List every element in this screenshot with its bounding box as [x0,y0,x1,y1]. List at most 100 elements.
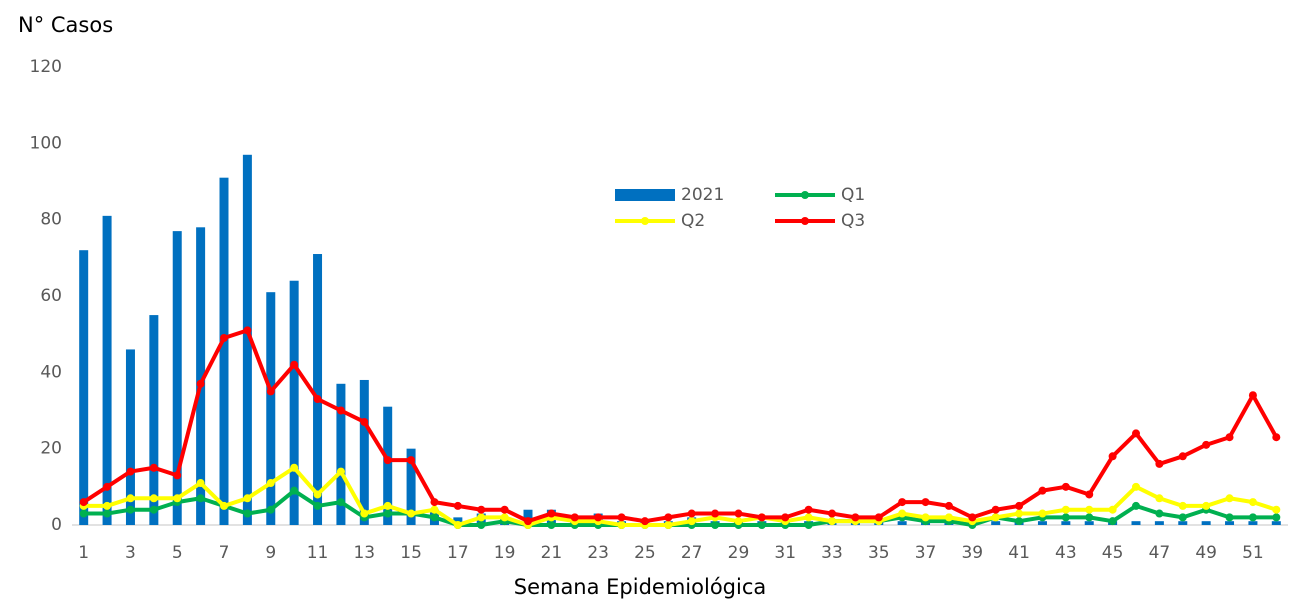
x-tick-label: 39 [961,543,983,563]
marker [430,513,439,522]
y-tick-label: 20 [40,439,62,459]
marker [79,498,88,507]
marker [898,509,907,518]
marker [1272,433,1281,442]
bar [1037,521,1047,525]
marker [336,406,345,415]
bar [266,292,276,525]
bar [1271,521,1281,525]
line [82,328,1279,524]
marker [1178,452,1187,461]
marker [1225,513,1234,522]
marker [1015,517,1024,526]
marker [79,509,88,518]
marker [1108,517,1117,526]
marker [1272,513,1281,522]
x-tick-label: 1 [78,543,89,563]
legend-swatch [641,217,649,225]
marker [1155,459,1164,468]
y-tick-label: 40 [40,362,62,382]
marker [196,479,205,488]
legend-swatch [615,189,675,201]
marker [336,498,345,507]
x-tick-label: 37 [915,543,937,563]
marker [734,509,743,518]
marker [149,494,158,503]
marker [804,505,813,514]
marker [266,505,275,514]
marker [1178,501,1187,510]
bar [406,448,416,525]
marker [828,509,836,518]
marker [430,505,439,514]
bar [359,379,369,525]
marker [220,501,228,510]
marker [1248,513,1257,522]
bar [149,315,159,525]
marker [196,379,205,388]
marker [851,513,860,522]
marker [944,513,953,522]
marker [266,387,275,396]
bar [336,383,346,525]
marker [126,505,135,514]
marker [290,463,299,472]
legend-label: Q3 [841,211,865,231]
legend-swatch [801,191,809,199]
x-tick-label: 25 [634,543,656,563]
marker [336,467,345,476]
bar [219,177,229,525]
marker [1178,513,1187,522]
marker [453,521,462,529]
marker [1132,482,1140,491]
x-tick-label: 13 [353,543,375,563]
marker [991,505,1000,514]
x-tick-label: 27 [681,543,703,563]
marker [1085,505,1094,514]
marker [1248,391,1257,400]
marker [1225,433,1234,442]
marker [1038,486,1047,495]
marker [991,513,1000,522]
x-tick-label: 17 [447,543,469,563]
x-tick-label: 19 [494,543,516,563]
marker [1108,505,1117,514]
y-tick-label: 60 [40,286,62,306]
x-tick-label: 49 [1195,543,1217,563]
legend-swatch [801,217,809,225]
marker [477,513,486,522]
y-axis-label: N° Casos [18,13,113,37]
y-tick-label: 120 [30,57,62,77]
bar [1061,521,1071,525]
marker [290,360,299,369]
x-tick-label: 3 [125,543,136,563]
marker [1155,509,1164,518]
x-tick-label: 11 [307,543,329,563]
marker [687,509,696,518]
marker [383,501,392,510]
x-tick-label: 51 [1242,543,1264,563]
y-tick-label: 100 [30,133,62,153]
marker [1155,494,1164,503]
y-tick-label: 0 [51,515,62,535]
bar [289,280,299,525]
y-tick-label: 80 [40,210,62,230]
marker [383,509,392,518]
marker [524,517,532,526]
marker [220,333,228,342]
marker [266,479,275,488]
marker [547,509,556,518]
x-tick-label: 9 [265,543,276,563]
marker [617,521,626,529]
marker [617,513,626,522]
marker [781,513,790,522]
x-tick-label: 45 [1102,543,1124,563]
marker [1061,505,1070,514]
x-tick-label: 41 [1008,543,1030,563]
marker [126,494,135,503]
bar [1201,521,1211,525]
x-tick-label: 7 [219,543,230,563]
x-tick-label: 47 [1149,543,1171,563]
marker [1085,490,1094,499]
bar [1154,521,1164,525]
